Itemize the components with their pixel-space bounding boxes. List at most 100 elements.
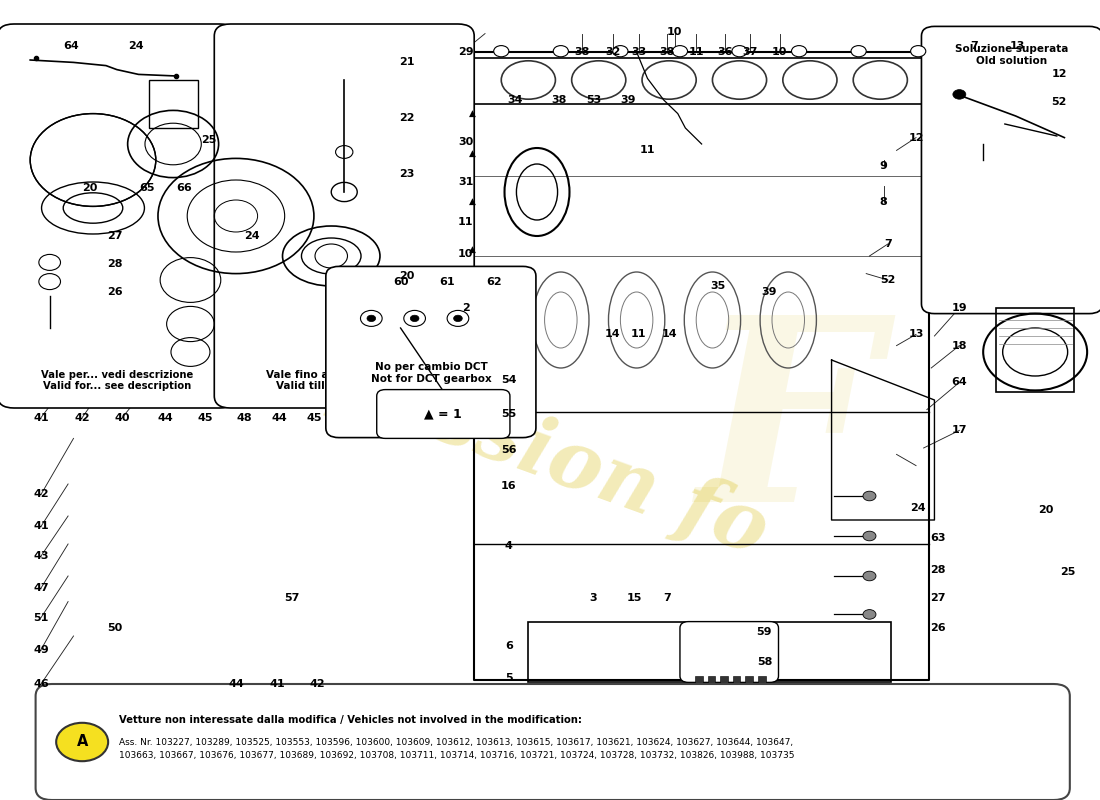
Text: F: F bbox=[697, 307, 880, 557]
Text: 9: 9 bbox=[880, 162, 888, 171]
Text: 33: 33 bbox=[631, 47, 647, 57]
Text: 60: 60 bbox=[393, 277, 408, 286]
Text: 18: 18 bbox=[952, 341, 967, 350]
Circle shape bbox=[410, 315, 419, 322]
Text: 35: 35 bbox=[711, 282, 726, 291]
Text: 63: 63 bbox=[930, 533, 945, 542]
Circle shape bbox=[672, 46, 688, 57]
Text: 28: 28 bbox=[107, 259, 122, 269]
Text: 29: 29 bbox=[458, 47, 473, 57]
Text: 16: 16 bbox=[500, 482, 517, 491]
Circle shape bbox=[864, 491, 876, 501]
Text: 41: 41 bbox=[33, 413, 48, 422]
Text: 20: 20 bbox=[82, 183, 98, 193]
Circle shape bbox=[553, 46, 569, 57]
Text: 11: 11 bbox=[631, 330, 647, 339]
Text: 14: 14 bbox=[661, 330, 676, 339]
Text: 14: 14 bbox=[605, 330, 620, 339]
Text: 19: 19 bbox=[952, 303, 967, 313]
Text: 12: 12 bbox=[1052, 69, 1067, 78]
Text: 58: 58 bbox=[757, 658, 772, 667]
Circle shape bbox=[864, 531, 876, 541]
Bar bbox=[997, 308, 1074, 392]
Bar bbox=[528, 622, 891, 682]
Text: 27: 27 bbox=[930, 594, 945, 603]
Text: 22: 22 bbox=[399, 114, 415, 123]
Text: 51: 51 bbox=[33, 613, 48, 622]
Text: Ass. Nr. 103227, 103289, 103525, 103553, 103596, 103600, 103609, 103612, 103613,: Ass. Nr. 103227, 103289, 103525, 103553,… bbox=[119, 738, 794, 760]
Circle shape bbox=[613, 46, 628, 57]
Text: 42: 42 bbox=[75, 413, 90, 422]
Text: 15: 15 bbox=[627, 594, 642, 603]
Text: 24: 24 bbox=[244, 231, 260, 241]
Text: ▲: ▲ bbox=[469, 197, 475, 206]
Text: 56: 56 bbox=[502, 445, 517, 454]
Text: 47: 47 bbox=[33, 583, 48, 593]
Text: 64: 64 bbox=[952, 378, 967, 387]
Text: 32: 32 bbox=[605, 47, 620, 57]
Text: 5: 5 bbox=[505, 674, 513, 683]
Text: 7: 7 bbox=[970, 42, 978, 51]
Text: 38: 38 bbox=[575, 47, 591, 57]
Text: 28: 28 bbox=[930, 565, 945, 574]
Text: 25: 25 bbox=[1060, 567, 1076, 577]
Text: 12: 12 bbox=[909, 133, 924, 142]
Text: 39: 39 bbox=[620, 95, 636, 105]
Text: 4: 4 bbox=[505, 541, 513, 550]
Bar bbox=[746, 676, 752, 686]
Text: 39: 39 bbox=[761, 287, 777, 297]
FancyBboxPatch shape bbox=[214, 24, 474, 408]
Text: 49: 49 bbox=[33, 645, 48, 654]
Circle shape bbox=[953, 90, 966, 99]
Text: 48: 48 bbox=[236, 413, 252, 422]
Text: 23: 23 bbox=[399, 170, 415, 179]
Text: 62: 62 bbox=[486, 277, 502, 286]
Text: 20: 20 bbox=[399, 271, 415, 281]
Text: 26: 26 bbox=[930, 623, 946, 633]
Text: 11: 11 bbox=[689, 47, 704, 57]
Text: 25: 25 bbox=[201, 135, 217, 145]
Circle shape bbox=[851, 46, 866, 57]
Text: 42: 42 bbox=[33, 490, 48, 499]
FancyBboxPatch shape bbox=[326, 266, 536, 438]
Text: 8: 8 bbox=[880, 197, 888, 206]
Circle shape bbox=[453, 315, 462, 322]
FancyBboxPatch shape bbox=[922, 26, 1100, 314]
Text: ▲: ▲ bbox=[469, 149, 475, 158]
Text: 13: 13 bbox=[1010, 42, 1025, 51]
Text: 57: 57 bbox=[285, 594, 300, 603]
Text: 61: 61 bbox=[439, 277, 455, 286]
Text: 40: 40 bbox=[114, 413, 130, 422]
Text: 36: 36 bbox=[717, 47, 734, 57]
Text: 64: 64 bbox=[64, 41, 79, 50]
Bar bbox=[758, 676, 766, 686]
Text: 24: 24 bbox=[911, 503, 926, 513]
Circle shape bbox=[792, 46, 806, 57]
Text: 38: 38 bbox=[659, 47, 674, 57]
FancyBboxPatch shape bbox=[0, 24, 235, 408]
FancyBboxPatch shape bbox=[376, 390, 510, 438]
Bar bbox=[733, 676, 740, 686]
Text: 65: 65 bbox=[140, 183, 155, 193]
Text: Soluzione superata
Old solution: Soluzione superata Old solution bbox=[955, 44, 1068, 66]
Text: 41: 41 bbox=[270, 679, 285, 689]
Text: 45: 45 bbox=[198, 413, 213, 422]
Text: 21: 21 bbox=[399, 58, 415, 67]
Text: 38: 38 bbox=[551, 95, 566, 105]
Text: ▲: ▲ bbox=[469, 109, 475, 118]
Circle shape bbox=[732, 46, 747, 57]
Text: 27: 27 bbox=[107, 231, 122, 241]
Circle shape bbox=[494, 46, 509, 57]
Text: 50: 50 bbox=[107, 623, 122, 633]
Text: 31: 31 bbox=[458, 178, 473, 187]
Text: 11: 11 bbox=[458, 218, 473, 227]
Text: 44: 44 bbox=[228, 679, 244, 689]
Text: 44: 44 bbox=[157, 413, 174, 422]
Text: 10: 10 bbox=[772, 47, 788, 57]
Text: Vale fino all'Ass. Nr. 95407
Valid till Ass. Nr. 95407: Vale fino all'Ass. Nr. 95407 Valid till … bbox=[265, 370, 422, 391]
Text: 13: 13 bbox=[909, 330, 924, 339]
Text: passion fo: passion fo bbox=[321, 342, 779, 570]
Text: Vale per... vedi descrizione
Valid for... see description: Vale per... vedi descrizione Valid for..… bbox=[41, 370, 192, 391]
Text: 7: 7 bbox=[663, 594, 671, 603]
Text: 20: 20 bbox=[1038, 506, 1054, 515]
